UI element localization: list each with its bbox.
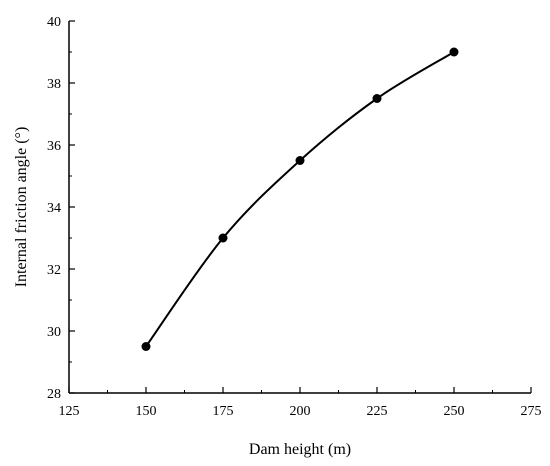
x-tick-label: 275 (521, 404, 542, 419)
y-tick-label: 36 (47, 139, 61, 154)
y-axis-title: Internal friction angle (°) (13, 127, 30, 288)
series-line (145, 51, 455, 348)
x-tick-label: 200 (290, 404, 311, 419)
y-tick-label: 40 (47, 15, 61, 30)
x-tick-label: 150 (136, 404, 157, 419)
axes (68, 21, 531, 394)
x-tick-label: 125 (59, 404, 80, 419)
y-tick-label: 28 (47, 387, 61, 402)
y-tick-label: 34 (47, 201, 61, 216)
data-point (218, 233, 228, 243)
x-tick-label: 250 (444, 404, 465, 419)
ticks (68, 20, 532, 394)
tick-labels: 125 150 175 200 225 250 275 28 30 32 34 36 38 40 (47, 15, 542, 419)
x-axis-title: Dam height (m) (249, 441, 351, 458)
data-point (372, 94, 382, 103)
y-tick-label: 38 (47, 77, 61, 92)
data-point (295, 156, 305, 165)
data-point (449, 47, 459, 57)
data-point (141, 342, 151, 351)
x-tick-label: 225 (367, 404, 388, 419)
x-tick-label: 175 (213, 404, 234, 419)
y-tick-label: 32 (47, 263, 61, 278)
series (141, 47, 459, 351)
y-tick-label: 30 (47, 325, 61, 340)
